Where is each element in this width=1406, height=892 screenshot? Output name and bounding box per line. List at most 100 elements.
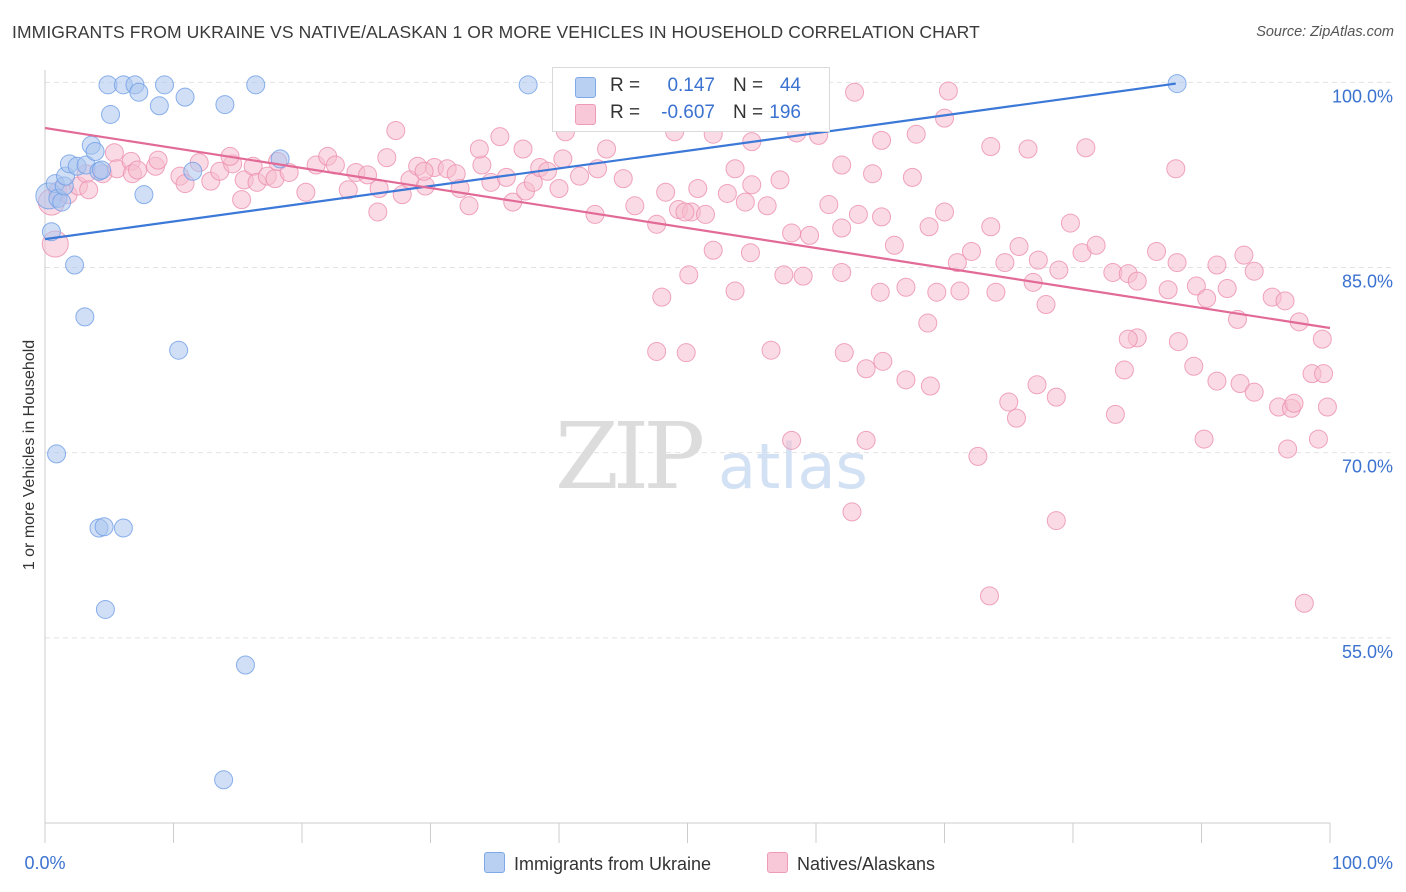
native-point [1060,213,1080,233]
watermark: ZIP atlas [555,403,868,510]
ukraine-point [169,340,189,360]
native-point [856,359,876,379]
ukraine-point [113,518,133,538]
native-point [1046,511,1066,531]
legend-n-label: N = [733,75,764,96]
native-point [1234,245,1254,265]
ukraine-point [149,96,169,116]
native-point [679,265,699,285]
native-point [1114,360,1134,380]
ukraine-point [101,104,121,124]
ukraine-point [92,160,112,180]
native-point [104,143,124,163]
legend-row-natives: R = -0.607 N = 196 [553,101,829,127]
x-tick-label: 0.0% [24,853,65,873]
native-point [1076,138,1096,158]
native-point [613,169,633,189]
native-point [128,160,148,180]
legend-r-value: 0.147 [667,75,715,96]
native-point [870,282,890,302]
native-point [856,430,876,450]
ukraine-point [235,655,255,675]
ukraine-point [94,517,114,537]
ukraine-point [95,599,115,619]
native-point [1036,295,1056,315]
legend-r-label: R = [610,102,641,123]
native-point [570,166,590,186]
native-point [1006,408,1026,428]
native-point [782,430,802,450]
native-point [902,167,922,187]
native-point [688,179,708,199]
stats-legend: R = 0.147 N = 44 R = -0.607 N = 196 [552,67,830,132]
native-point [1105,404,1125,424]
native-point [472,155,492,175]
legend-item-ukraine[interactable]: Immigrants from Ukraine [484,852,711,875]
native-point [675,202,695,222]
legend-label-ukraine: Immigrants from Ukraine [514,854,712,874]
native-point [1244,382,1264,402]
native-point [832,262,852,282]
series-legend: Immigrants from Ukraine Natives/Alaskans [0,852,1406,878]
native-point [1166,159,1186,179]
native-point [863,164,883,184]
native-point [296,182,316,202]
native-point [553,149,573,169]
native-point [950,281,970,301]
y-tick-label: 55.0% [1342,642,1393,662]
ukraine-point [155,75,175,95]
native-point [469,139,489,159]
y-tick-label: 85.0% [1342,272,1393,292]
ukraine-point [129,82,149,102]
native-point [717,183,737,203]
legend-swatch-pink [767,852,788,873]
native-point [832,155,852,175]
ukraine-point [214,770,234,790]
native-point [1167,253,1187,273]
ukraine-point [183,161,203,181]
legend-r-value: -0.607 [661,102,715,123]
trend-lines [44,82,1331,330]
native-point [1230,374,1250,394]
native-point [1207,371,1227,391]
native-point [1207,255,1227,275]
native-point [1127,271,1147,291]
legend-n-label: N = [733,102,764,123]
axes [44,70,1331,843]
native-point [703,240,723,260]
legend-n-value: 196 [769,102,801,123]
native-point [338,180,358,200]
native-point [1086,235,1106,255]
native-point [927,282,947,302]
native-point [1018,139,1038,159]
native-point [549,179,569,199]
native-point [873,351,893,371]
ukraine-point [52,192,72,212]
native-point [979,586,999,606]
native-point [986,282,1006,302]
native-point [725,281,745,301]
native-point [872,207,892,227]
native-point [597,139,617,159]
native-point [981,217,1001,237]
native-point [1308,429,1328,449]
native-point [918,313,938,333]
native-point [845,82,865,102]
native-point [695,204,715,224]
native-point [1312,329,1332,349]
legend-item-natives[interactable]: Natives/Alaskans [767,852,935,875]
native-point [819,195,839,215]
native-point [981,137,1001,157]
native-point [368,202,388,222]
native-point [735,192,755,212]
native-point [1194,429,1214,449]
native-point [513,139,533,159]
legend-swatch-pink [575,104,596,125]
ukraine-point [246,75,266,95]
y-tick-label: 70.0% [1342,457,1393,477]
legend-n-value: 44 [779,75,801,96]
native-point [1278,439,1298,459]
native-point [740,243,760,263]
native-point [414,161,434,181]
native-point [999,392,1019,412]
